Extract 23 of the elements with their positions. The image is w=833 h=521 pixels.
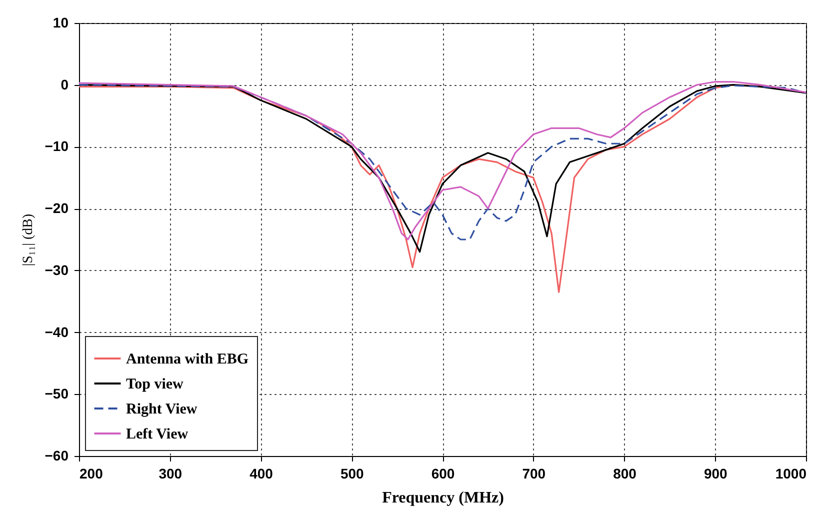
x-tick-label: 600 — [431, 466, 455, 482]
y-tick-label: −20 — [44, 200, 69, 216]
y-axis-title: |S₁₁| (dB) — [20, 214, 36, 266]
y-tick-label: −60 — [44, 448, 69, 464]
x-tick-label: 900 — [704, 466, 728, 482]
y-tick-label: −40 — [44, 324, 69, 340]
x-tick-label: 1000 — [775, 466, 807, 482]
y-tick-label: −30 — [44, 262, 69, 278]
legend-label: Right View — [126, 402, 198, 418]
y-tick-label: −50 — [44, 386, 69, 402]
legend-label: Antenna with EBG — [126, 352, 249, 368]
x-tick-label: 800 — [613, 466, 637, 482]
x-axis-title: Frequency (MHz) — [382, 490, 504, 506]
y-tick-label: 0 — [60, 76, 69, 92]
legend-label: Left View — [126, 426, 188, 442]
x-tick-label: 500 — [340, 466, 364, 482]
y-tick-label: −10 — [44, 138, 69, 154]
legend-label: Top view — [126, 376, 184, 392]
x-tick-label: 400 — [250, 466, 274, 482]
x-tick-label: 700 — [522, 466, 546, 482]
x-tick-label: 200 — [80, 466, 104, 482]
y-tick-label: 10 — [52, 14, 69, 30]
x-tick-label: 300 — [158, 466, 182, 482]
